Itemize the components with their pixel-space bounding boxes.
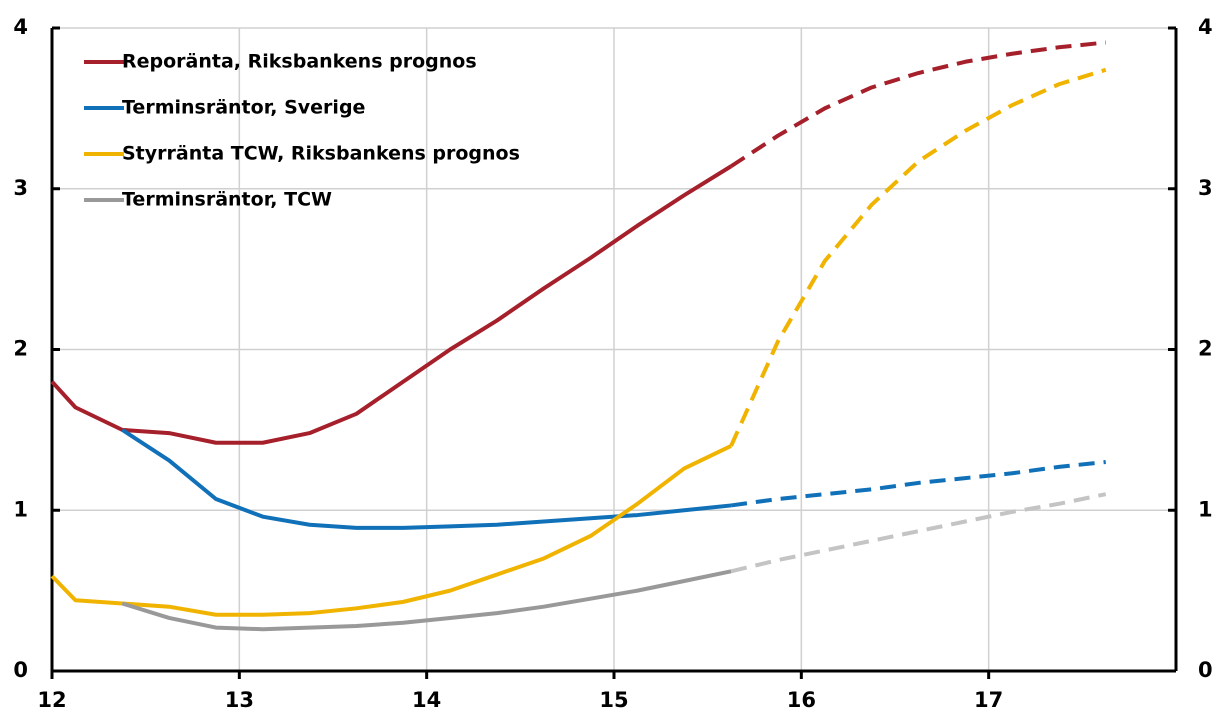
series-line (121, 569, 732, 632)
legend-label: Terminsräntor, TCW (122, 189, 332, 211)
forecast-line (730, 492, 1107, 574)
forecast-line (729, 67, 1107, 447)
x-tick-label: 13 (225, 688, 254, 712)
y2-tick-label: 0 (1198, 658, 1213, 682)
y2-tick-label: 2 (1198, 337, 1213, 361)
x-tick-label: 15 (599, 688, 628, 712)
x-tick-label: 16 (787, 688, 816, 712)
forecast-line (730, 460, 1106, 508)
series-line (50, 164, 733, 445)
y-tick-label: 2 (13, 337, 28, 361)
y2-tick-label: 1 (1198, 497, 1213, 521)
legend-label: Terminsräntor, Sverige (122, 97, 365, 119)
y-tick-label: 4 (13, 15, 28, 39)
y-tick-label: 3 (13, 176, 28, 200)
x-tick-label: 12 (37, 688, 66, 712)
y2-tick-label: 3 (1198, 176, 1213, 200)
y-tick-label: 0 (13, 658, 28, 682)
legend-label: Reporänta, Riksbankens prognos (122, 51, 477, 73)
y-tick-label: 1 (13, 497, 28, 521)
x-tick-label: 14 (412, 688, 441, 712)
x-tick-label: 17 (974, 688, 1003, 712)
series-line (50, 444, 732, 617)
legend-label: Styrränta TCW, Riksbankens prognos (122, 143, 520, 165)
series-line (121, 428, 732, 530)
y2-tick-label: 4 (1198, 15, 1213, 39)
forecast-line (729, 40, 1106, 168)
